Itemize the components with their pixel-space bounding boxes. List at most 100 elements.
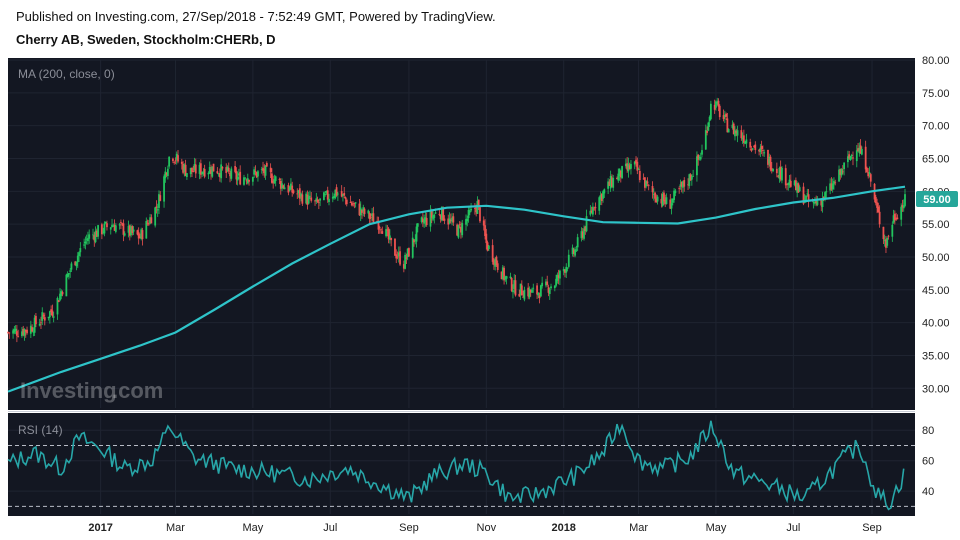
candle-body (325, 190, 328, 193)
candle-body (887, 235, 890, 237)
candle-body (316, 199, 319, 202)
candle-body (630, 163, 632, 169)
candle-body (441, 206, 443, 221)
candle-body (131, 226, 134, 233)
candle-body (591, 206, 594, 215)
candle-body (457, 225, 460, 238)
candle-body (732, 123, 735, 135)
candle-body (514, 280, 517, 296)
candle-body (57, 300, 60, 303)
candle-body (137, 232, 140, 239)
candle-body (840, 168, 843, 176)
candle-body (443, 218, 446, 221)
candle-body (876, 202, 878, 208)
candle-body (328, 198, 330, 202)
candle-body (416, 223, 419, 227)
candle-body (617, 173, 620, 181)
candle-body (598, 197, 601, 211)
candle-body (572, 249, 575, 254)
candle-body (715, 101, 717, 108)
candle-body (493, 260, 495, 265)
candle-body (226, 166, 229, 171)
candle-body (687, 184, 689, 186)
candle-body (690, 176, 693, 180)
candle-body (891, 224, 894, 237)
candle-body (674, 190, 677, 194)
candle-body (661, 194, 664, 206)
candle-body (79, 248, 82, 253)
candle-body (451, 217, 453, 222)
candle-body (149, 217, 151, 224)
candle-body (866, 167, 868, 173)
candle-body (741, 137, 744, 140)
candle-body (692, 176, 695, 177)
candle-body (155, 206, 158, 208)
candle-body (352, 204, 354, 206)
time-axis: 2017 Mar May Jul Sep Nov 2018 Mar May Jul Sep (88, 522, 881, 534)
candle-body (61, 291, 64, 295)
candle-body (475, 206, 478, 213)
candle-body (494, 258, 497, 267)
candle-body (118, 224, 121, 226)
candle-body (32, 331, 35, 333)
candle-body (660, 198, 663, 204)
time-tick-label: May (706, 522, 727, 534)
candle-body (291, 185, 294, 193)
price-axis: 80.0075.0070.0065.0060.0055.0050.0045.00… (922, 55, 950, 395)
candle-body (269, 167, 272, 172)
candle-body (646, 181, 649, 184)
candle-body (243, 177, 245, 185)
time-tick-label: 2017 (88, 522, 112, 534)
candle-body (665, 197, 668, 204)
candle-body (50, 309, 53, 313)
candle-body (368, 212, 371, 219)
candle-body (825, 191, 828, 193)
candle-body (878, 211, 881, 225)
candle-body (759, 147, 762, 152)
candle-body (230, 168, 233, 179)
price-tick-label: 80.00 (922, 55, 950, 67)
candle-body (239, 171, 242, 185)
candle-body (220, 164, 223, 179)
candle-body (185, 173, 188, 177)
candle-body (380, 229, 382, 231)
candle-body (816, 201, 819, 205)
candle-body (254, 171, 257, 173)
candle-body (607, 181, 610, 189)
candle-body (556, 274, 559, 281)
candle-body (671, 198, 674, 203)
published-caption: Published on Investing.com, 27/Sep/2018 … (16, 9, 496, 24)
candle-body (309, 195, 311, 197)
price-tick-label: 55.00 (922, 219, 950, 231)
candle-body (438, 213, 441, 215)
candle-body (787, 182, 790, 185)
candle-body (106, 223, 108, 228)
candle-body (371, 213, 374, 216)
candle-body (522, 296, 525, 298)
candle-body (300, 193, 302, 197)
candle-body (361, 209, 363, 213)
candle-body (283, 187, 286, 190)
candle-body (679, 184, 682, 187)
candle-body (282, 185, 285, 189)
candle-body (192, 170, 195, 172)
candle-body (608, 181, 611, 186)
candle-body (852, 157, 854, 159)
candle-body (663, 192, 665, 202)
candle-body (805, 195, 807, 201)
candle-body (24, 329, 27, 332)
candle-body (326, 190, 329, 200)
candle-body (272, 181, 275, 184)
candle-body (584, 226, 587, 231)
price-tick-label: 40.00 (922, 318, 950, 330)
candle-body (92, 234, 94, 236)
candle-body (545, 281, 547, 286)
candle-body (257, 171, 259, 177)
candle-body (399, 251, 401, 265)
candle-body (217, 173, 220, 175)
candle-body (618, 168, 621, 176)
candle-body (510, 278, 513, 291)
candle-body (331, 196, 334, 199)
candle-body (763, 152, 766, 154)
candle-body (860, 148, 863, 155)
